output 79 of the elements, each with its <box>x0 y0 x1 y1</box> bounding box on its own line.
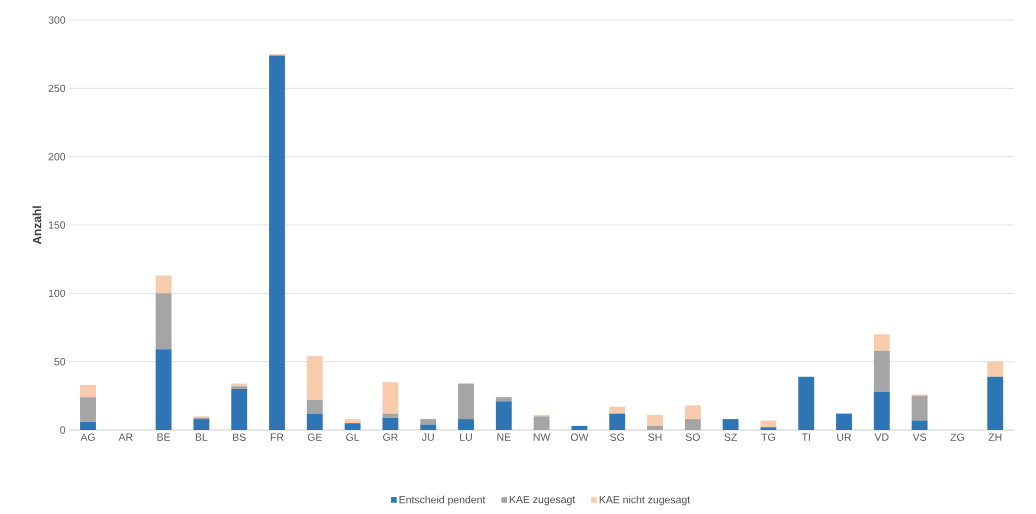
bar <box>458 419 474 430</box>
x-tick-label: TG <box>761 433 775 441</box>
bar <box>420 419 437 425</box>
x-tick-label: BS <box>233 433 246 441</box>
y-axis-title: Anzahl <box>32 206 42 245</box>
bar <box>231 389 248 430</box>
x-tick-label: GL <box>346 433 360 441</box>
bar <box>609 413 626 430</box>
bar <box>269 55 285 430</box>
x-tick-label: GR <box>383 433 398 441</box>
bar <box>760 427 777 430</box>
y-tick-label: 0 <box>60 426 66 434</box>
legend-label: KAE zugesagt <box>509 495 576 506</box>
bar <box>987 376 1004 430</box>
bar <box>684 405 701 420</box>
bar <box>495 397 512 402</box>
x-tick-label: SG <box>610 433 624 441</box>
bar <box>609 406 626 414</box>
x-tick-label: NE <box>497 433 511 441</box>
x-tick-label: FR <box>270 433 284 441</box>
bar <box>306 413 323 430</box>
bar <box>80 384 96 398</box>
x-tick-label: OW <box>570 433 589 441</box>
legend-label: KAE nicht zugesagt <box>599 495 691 506</box>
y-tick-label: 250 <box>48 84 66 93</box>
bar <box>798 376 815 430</box>
x-tick-label: BL <box>195 433 208 441</box>
x-tick-label: TI <box>801 433 810 441</box>
bar <box>193 419 210 430</box>
x-tick-label: GE <box>307 433 322 441</box>
bar <box>533 416 550 430</box>
bar <box>760 420 777 428</box>
x-tick-label: BE <box>157 433 171 441</box>
bar <box>495 401 512 430</box>
bar <box>80 421 96 430</box>
bar <box>571 425 588 430</box>
x-tick-label: ZG <box>950 433 964 441</box>
x-tick-label: SH <box>648 433 662 441</box>
y-tick-label: 150 <box>48 221 66 229</box>
bar <box>647 425 663 430</box>
bar <box>344 423 361 430</box>
y-tick-label: 300 <box>48 16 66 24</box>
x-tick-label: SZ <box>724 433 737 441</box>
bar <box>382 413 399 418</box>
y-tick-label: 200 <box>48 152 66 161</box>
bar <box>306 399 323 414</box>
x-tick-label: AR <box>118 433 133 441</box>
x-tick-label: VD <box>874 433 889 441</box>
bar <box>155 349 172 430</box>
x-tick-label: SO <box>685 433 700 441</box>
x-tick-label: AG <box>80 433 95 441</box>
bar <box>382 417 399 430</box>
bar <box>684 419 701 430</box>
bar <box>344 419 361 424</box>
bar <box>873 334 890 351</box>
bar <box>80 397 96 422</box>
bar <box>458 383 474 420</box>
bar <box>647 414 663 426</box>
x-tick-label: ZH <box>988 433 1002 441</box>
bar <box>911 395 928 421</box>
x-tick-label: JU <box>421 433 434 441</box>
bar <box>836 413 852 430</box>
y-tick-label: 100 <box>48 289 66 298</box>
x-tick-label: VS <box>912 433 927 441</box>
bar <box>873 350 890 392</box>
bar <box>306 356 323 400</box>
x-tick-label: LU <box>460 433 472 441</box>
bar <box>911 420 928 430</box>
bar <box>382 382 399 414</box>
bar <box>155 275 172 294</box>
bar <box>873 391 890 430</box>
bar <box>722 419 739 430</box>
bar <box>420 424 437 430</box>
x-tick-label: NW <box>533 433 551 441</box>
bar <box>987 361 1004 377</box>
x-tick-label: UR <box>837 433 852 441</box>
bar <box>155 293 172 350</box>
y-tick-label: 50 <box>54 357 66 366</box>
legend-label: Entscheid pendent <box>399 495 486 506</box>
